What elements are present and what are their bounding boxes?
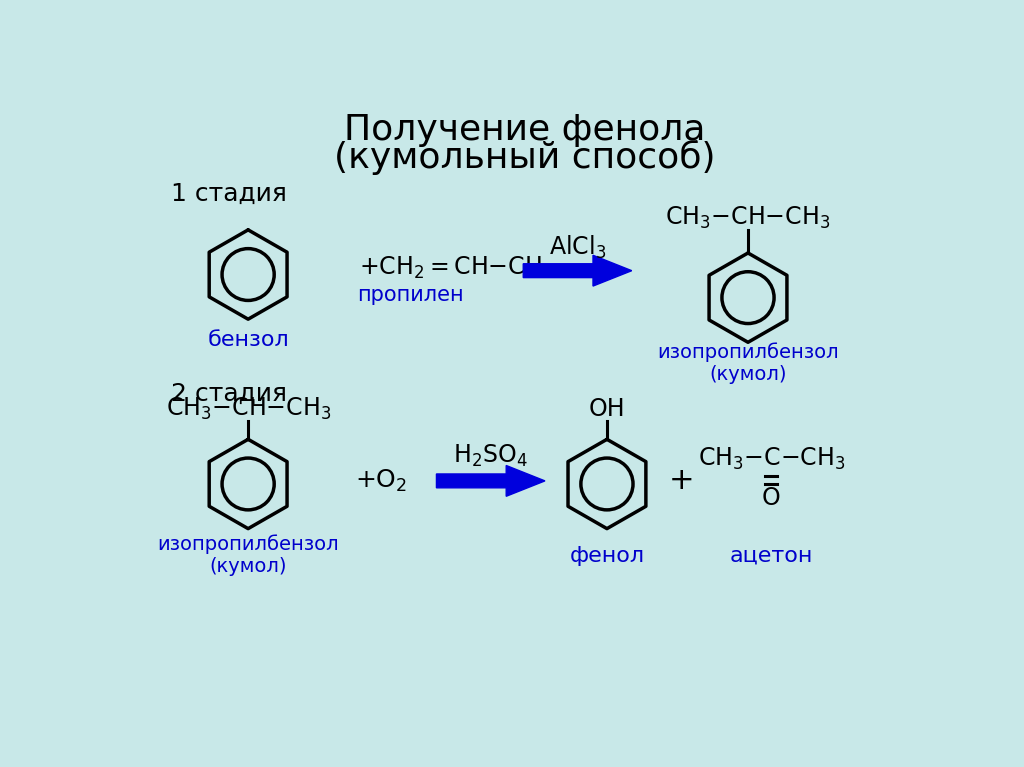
Text: бензол: бензол bbox=[207, 330, 289, 350]
Text: ацетон: ацетон bbox=[729, 545, 813, 565]
Text: изопропилбензол
(кумол): изопропилбензол (кумол) bbox=[657, 342, 839, 384]
Text: $\mathregular{CH_3{-}C{-}CH_3}$: $\mathregular{CH_3{-}C{-}CH_3}$ bbox=[697, 446, 845, 472]
Text: $\mathregular{AlCl_3}$: $\mathregular{AlCl_3}$ bbox=[549, 234, 606, 262]
Text: $\mathregular{+ CH_2{=}CH{-}CH_3}$: $\mathregular{+ CH_2{=}CH{-}CH_3}$ bbox=[359, 255, 553, 281]
Text: (кумольный способ): (кумольный способ) bbox=[334, 140, 716, 175]
Text: $\mathregular{+ O_2}$: $\mathregular{+ O_2}$ bbox=[355, 468, 408, 494]
Text: O: O bbox=[762, 486, 780, 510]
Text: фенол: фенол bbox=[569, 545, 644, 565]
Text: $\mathregular{CH_3{-}CH{-}CH_3}$: $\mathregular{CH_3{-}CH{-}CH_3}$ bbox=[166, 397, 331, 423]
Text: пропилен: пропилен bbox=[357, 285, 464, 305]
Text: изопропилбензол
(кумол): изопропилбензол (кумол) bbox=[158, 535, 339, 577]
Polygon shape bbox=[523, 255, 632, 286]
Polygon shape bbox=[436, 466, 545, 496]
Text: 1 стадия: 1 стадия bbox=[171, 182, 287, 206]
Text: $\mathregular{H_2SO_4}$: $\mathregular{H_2SO_4}$ bbox=[454, 443, 528, 469]
Text: Получение фенола: Получение фенола bbox=[344, 113, 706, 146]
Text: 2 стадия: 2 стадия bbox=[171, 382, 287, 406]
Text: +: + bbox=[669, 466, 694, 495]
Text: OH: OH bbox=[589, 397, 626, 421]
Text: $\mathregular{CH_3{-}CH{-}CH_3}$: $\mathregular{CH_3{-}CH{-}CH_3}$ bbox=[666, 206, 830, 232]
